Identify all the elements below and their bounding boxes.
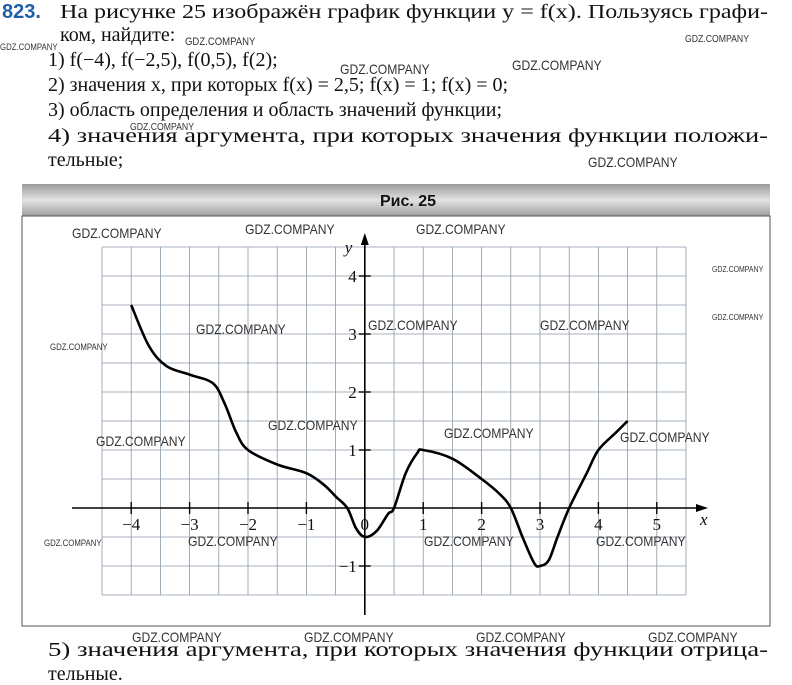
text-line: тельные; bbox=[48, 149, 123, 171]
watermark: GDZ.COMPANY bbox=[245, 221, 335, 237]
watermark: GDZ.COMPANY bbox=[712, 265, 764, 274]
text-line: На рисунке 25 изображён график функции y… bbox=[60, 1, 768, 23]
watermark: GDZ.COMPANY bbox=[185, 36, 256, 48]
text-line: ком, найдите: bbox=[60, 24, 175, 46]
text-line: 5) значения аргумента, при которых значе… bbox=[48, 639, 768, 661]
text-line: 4) значения аргумента, при которых значе… bbox=[48, 125, 768, 147]
watermark: GDZ.COMPANY bbox=[444, 425, 534, 441]
watermark: GDZ.COMPANY bbox=[512, 57, 602, 73]
text-line: 2) значения x, при которых f(x) = 2,5; f… bbox=[48, 74, 508, 96]
figure-header bbox=[22, 184, 770, 216]
x-tick-label: 1 bbox=[419, 515, 428, 534]
x-axis-label: x bbox=[699, 510, 708, 529]
watermark: GDZ.COMPANY bbox=[340, 61, 430, 77]
watermark: GDZ.COMPANY bbox=[416, 221, 506, 237]
watermark: GDZ.COMPANY bbox=[44, 538, 102, 548]
watermark: GDZ.COMPANY bbox=[96, 433, 186, 449]
watermark: GDZ.COMPANY bbox=[268, 417, 358, 433]
x-tick-label: 5 bbox=[653, 515, 662, 534]
x-tick-label: 3 bbox=[536, 515, 545, 534]
y-axis-label: y bbox=[343, 238, 353, 257]
y-tick-label: 3 bbox=[348, 325, 357, 344]
watermark: GDZ.COMPANY bbox=[476, 629, 566, 645]
watermark: GDZ.COMPANY bbox=[596, 533, 686, 549]
x-tick-label: −3 bbox=[181, 515, 199, 534]
watermark: GDZ.COMPANY bbox=[50, 342, 108, 352]
watermark: GDZ.COMPANY bbox=[188, 533, 278, 549]
watermark: GDZ.COMPANY bbox=[72, 225, 162, 241]
watermark: GDZ.COMPANY bbox=[424, 533, 514, 549]
watermark: GDZ.COMPANY bbox=[132, 629, 222, 645]
watermark: GDZ.COMPANY bbox=[648, 629, 738, 645]
watermark: GDZ.COMPANY bbox=[685, 34, 749, 45]
x-tick-label: 4 bbox=[594, 515, 603, 534]
watermark: GDZ.COMPANY bbox=[588, 154, 678, 170]
watermark: GDZ.COMPANY bbox=[130, 122, 194, 133]
y-tick-label: 1 bbox=[348, 441, 357, 460]
x-axis-arrow bbox=[696, 504, 708, 512]
watermark: GDZ.COMPANY bbox=[712, 313, 764, 322]
y-tick-label: 4 bbox=[348, 267, 357, 286]
text-block: На рисунке 25 изображён график функции y… bbox=[48, 1, 768, 685]
y-axis-arrow bbox=[360, 233, 369, 245]
x-tick-label: 2 bbox=[477, 515, 486, 534]
text-line: тельные. bbox=[48, 663, 123, 685]
y-tick-label: −1 bbox=[339, 557, 357, 576]
watermark: GDZ.COMPANY bbox=[304, 629, 394, 645]
function-curve bbox=[130, 304, 629, 568]
y-tick-label: 2 bbox=[348, 383, 357, 402]
watermark: GDZ.COMPANY bbox=[0, 42, 58, 52]
figure-title: Рис. 25 bbox=[380, 193, 436, 210]
watermark: GDZ.COMPANY bbox=[620, 429, 710, 445]
figure-frame bbox=[21, 215, 771, 627]
origin-label: 0 bbox=[361, 515, 370, 534]
x-tick-label: −1 bbox=[297, 515, 315, 534]
axes: x y 0 −4 −3 −2 −1 1 2 3 4 5 −1 1 2 3 4 bbox=[72, 233, 708, 615]
x-tick-label: −2 bbox=[239, 515, 257, 534]
watermark: GDZ.COMPANY bbox=[368, 317, 458, 333]
watermark: GDZ.COMPANY bbox=[540, 317, 630, 333]
problem-number: 823. bbox=[2, 1, 41, 23]
watermark: GDZ.COMPANY bbox=[196, 321, 286, 337]
x-tick-label: −4 bbox=[122, 515, 141, 534]
text-line: 3) область определения и область значени… bbox=[48, 99, 502, 121]
text-line: 1) f(−4), f(−2,5), f(0,5), f(2); bbox=[48, 49, 278, 71]
watermarks: GDZ.COMPANY GDZ.COMPANY GDZ.COMPANY GDZ.COM… bbox=[0, 34, 764, 645]
